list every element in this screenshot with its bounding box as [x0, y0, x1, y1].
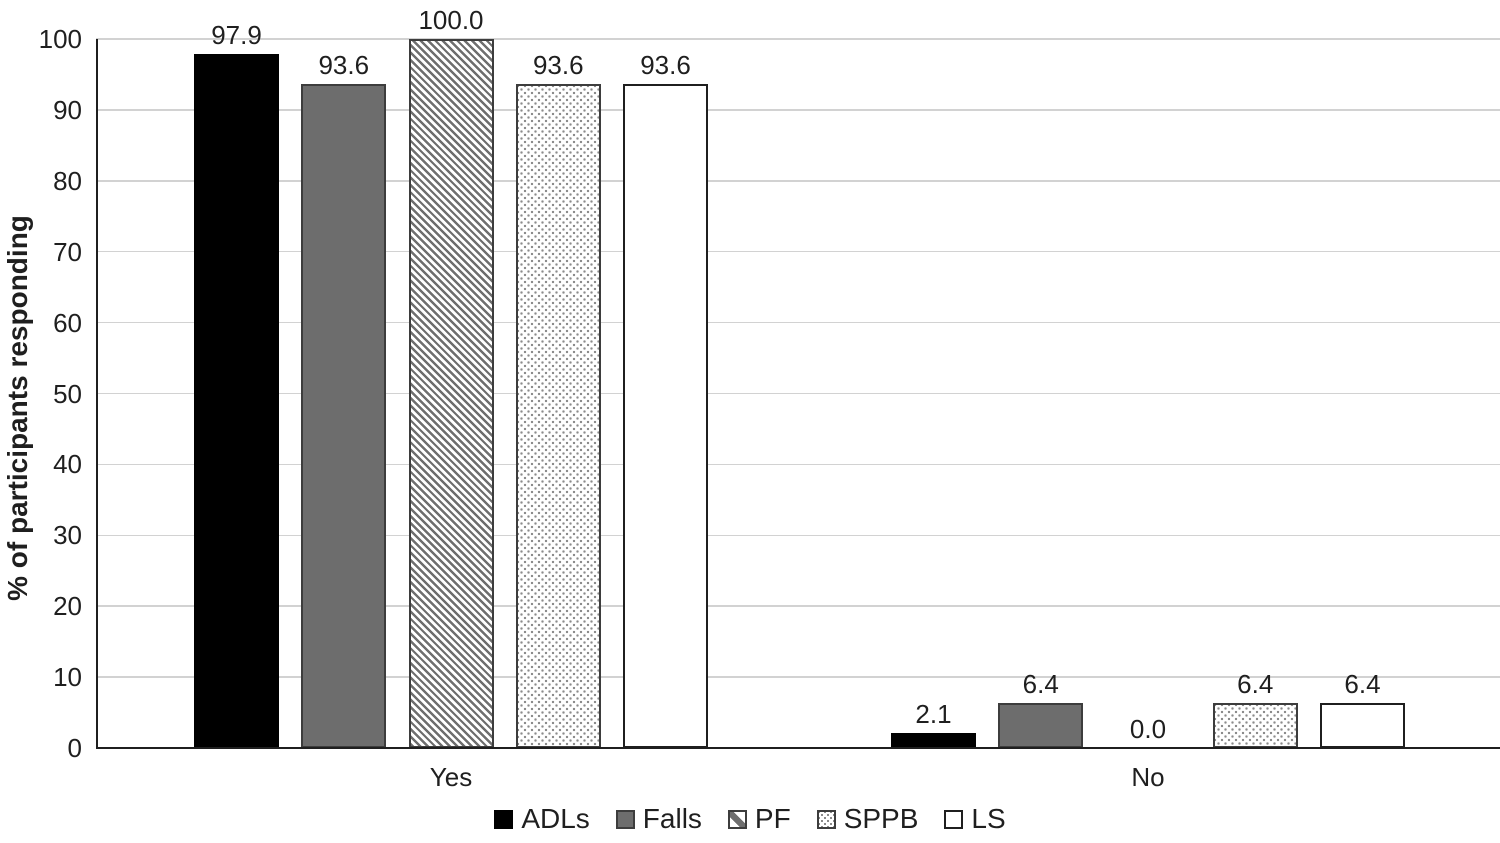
category-label-yes: Yes [429, 762, 473, 792]
legend-item-ls: LS [944, 803, 1006, 835]
gridline-40 [96, 463, 1500, 466]
bar-falls-yes [301, 84, 387, 748]
gridline-20 [96, 605, 1500, 607]
bar-sppb-yes [515, 84, 601, 748]
bar-falls-no [998, 702, 1084, 748]
bar-value-label-falls-no: 6.4 [1022, 668, 1059, 699]
bar-value-label-sppb-yes: 93.6 [532, 50, 584, 81]
legend-swatch-ls-icon [944, 809, 964, 829]
legend-swatch-adls-icon [494, 809, 514, 829]
category-label-no: No [1131, 762, 1165, 792]
legend-label-falls: Falls [642, 803, 702, 834]
y-tick-label-90: 90 [53, 94, 82, 125]
bar-value-label-adls-no: 2.1 [915, 699, 952, 730]
legend-item-adls: ADLs [494, 803, 590, 835]
bar-value-label-ls-yes: 93.6 [640, 50, 691, 81]
gridline-60 [96, 321, 1500, 324]
legend: ADLs Falls PF SPPB LS [0, 803, 1500, 835]
legend-item-pf: PF [727, 803, 791, 835]
y-tick-label-60: 60 [53, 307, 82, 338]
bar-adls-no [891, 733, 976, 748]
bar-value-label-ls-no: 6.4 [1344, 668, 1381, 699]
gridline-50 [96, 392, 1500, 395]
bar-value-label-sppb-no: 6.4 [1237, 668, 1274, 699]
legend-label-adls: ADLs [521, 803, 590, 834]
y-axis-line [96, 39, 98, 749]
y-tick-label-20: 20 [53, 591, 82, 622]
y-tick-label-30: 30 [53, 520, 82, 551]
bar-sppb-no [1212, 702, 1298, 748]
bar-ls-no [1320, 702, 1405, 748]
legend-swatch-sppb-icon [816, 809, 836, 829]
bar-value-label-falls-yes: 93.6 [318, 50, 370, 81]
legend-label-pf: PF [754, 803, 791, 834]
y-tick-label-80: 80 [53, 165, 82, 196]
legend-swatch-pf-icon [727, 809, 747, 829]
x-axis-line [96, 747, 1500, 749]
bar-adls-yes [194, 53, 279, 748]
gridline-90 [96, 109, 1500, 111]
bar-ls-yes [623, 84, 708, 748]
legend-item-falls: Falls [615, 803, 702, 835]
legend-label-sppb: SPPB [843, 803, 919, 834]
legend-swatch-falls-icon [615, 809, 635, 829]
bar-value-label-pf-no: 0.0 [1129, 714, 1167, 744]
gridline-80 [96, 180, 1500, 182]
gridline-30 [96, 534, 1500, 537]
y-tick-label-40: 40 [53, 449, 82, 480]
y-tick-label-0: 0 [67, 733, 82, 763]
y-tick-label-70: 70 [53, 236, 82, 267]
legend-label-ls: LS [971, 803, 1006, 834]
gridline-70 [96, 250, 1500, 253]
y-tick-label-10: 10 [53, 662, 82, 693]
gridline-10 [96, 676, 1500, 678]
y-tick-label-100: 100 [38, 24, 82, 54]
legend-item-sppb: SPPB [816, 803, 919, 835]
bar-value-label-pf-yes: 100.0 [418, 5, 484, 35]
y-tick-label-50: 50 [53, 378, 82, 409]
gridline-100 [96, 38, 1500, 40]
bar-pf-yes [408, 39, 494, 748]
bar-value-label-adls-yes: 97.9 [211, 19, 262, 50]
